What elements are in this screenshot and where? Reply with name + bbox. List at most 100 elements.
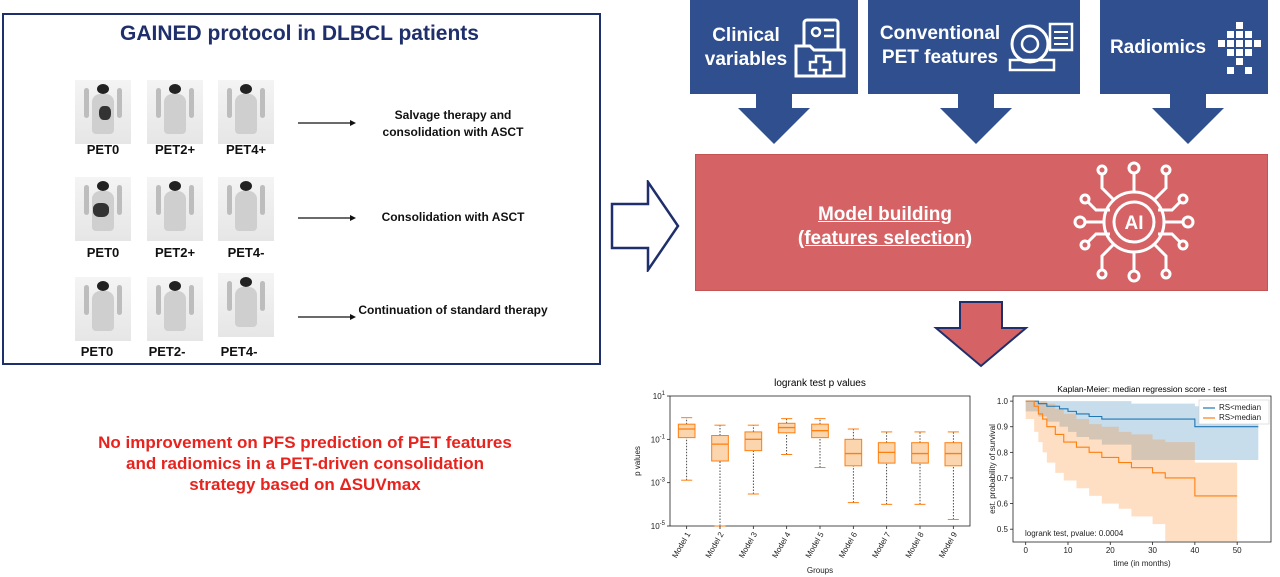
- x-tick-label: Model 4: [770, 530, 792, 560]
- x-tick-label: Model 1: [670, 530, 692, 560]
- radiomics-grid-cell: [1245, 49, 1252, 56]
- pet-label: PET0: [80, 344, 114, 359]
- legend-box: [1198, 399, 1270, 425]
- radiomics-grid-cell: [1218, 40, 1225, 47]
- y-tick-label: 10-1: [651, 434, 666, 444]
- pet-label: PET2+: [154, 142, 196, 157]
- down-arrow: [738, 94, 810, 144]
- radiomics-grid-icon: [1218, 22, 1261, 74]
- box-model-9: [944, 442, 963, 467]
- pet-label: PET4+: [225, 142, 267, 157]
- pet-label: PET0: [86, 245, 120, 260]
- y-tick-label: 0.8: [997, 448, 1009, 457]
- flow-right-arrow: [610, 180, 680, 272]
- radiomics-grid-cell: [1254, 40, 1261, 47]
- survival-curve-above-median: [1025, 400, 1238, 497]
- y-tick-label: 10-3: [651, 478, 666, 488]
- pet-label: PET2-: [148, 344, 186, 359]
- model-line1: Model building: [817, 204, 953, 225]
- pet-label: PET4-: [227, 245, 265, 260]
- radiomics-grid-cell: [1227, 31, 1234, 38]
- radiomics-grid-cell: [1236, 40, 1243, 47]
- radiomics-grid-cell: [1245, 67, 1252, 74]
- y-tick-label: 0.7: [997, 474, 1009, 483]
- box-model-3: [744, 431, 763, 452]
- x-tick-label: 50: [1233, 546, 1242, 555]
- pet-scan-image: [147, 277, 203, 341]
- down-arrow-to-results: [933, 301, 1029, 368]
- radiomics-grid-cell: [1227, 40, 1234, 47]
- x-axis-label: time (in months): [1113, 559, 1171, 568]
- box-model-1: [677, 423, 696, 439]
- ai-chip-icon: AI: [1073, 161, 1195, 283]
- x-tick-label: Model 9: [937, 530, 959, 560]
- x-axis-label: Groups: [807, 566, 833, 575]
- ci-band-above-median: [1025, 401, 1238, 542]
- radiomics-grid-cell: [1236, 31, 1243, 38]
- clinical-label-line1: Clinical: [712, 25, 780, 46]
- pet-label: PET2+: [154, 245, 196, 260]
- radiomics-grid-cell: [1227, 67, 1234, 74]
- chart-title: Kaplan-Meier: median regression score - …: [1057, 384, 1227, 394]
- kaplan-meier-chart: Kaplan-Meier: median regression score - …: [988, 384, 1272, 568]
- clinical-variables-box: Clinical variables: [690, 0, 858, 94]
- x-tick-label: 40: [1190, 546, 1199, 555]
- radiomics-grid-cell: [1245, 31, 1252, 38]
- box-model-6: [844, 438, 863, 467]
- legend-label: RS<median: [1219, 403, 1261, 412]
- model-building-label: Model building (features selection): [760, 203, 1010, 251]
- x-tick-label: 0: [1023, 546, 1028, 555]
- down-arrow: [1152, 94, 1224, 144]
- y-tick-label: 0.9: [997, 423, 1009, 432]
- protocol-title: GAINED protocol in DLBCL patients: [120, 22, 479, 45]
- radiomics-label: Radiomics: [1109, 37, 1207, 58]
- ai-icon-text: AI: [1125, 213, 1144, 234]
- radiomics-grid-cell: [1236, 49, 1243, 56]
- km-annotation: logrank test, pvalue: 0.0004: [1025, 529, 1124, 538]
- clinical-label-line2: variables: [704, 49, 788, 70]
- pet-scan-image: [218, 80, 274, 144]
- pet-scan-image: [75, 80, 131, 144]
- pet-scan-image: [147, 80, 203, 144]
- x-tick-label: Model 2: [704, 530, 726, 560]
- legend-label: RS>median: [1219, 413, 1261, 422]
- outcome-text: Consolidation with ASCT: [381, 210, 525, 224]
- y-tick-label: 0.6: [997, 500, 1009, 509]
- pet-label: PET4-: [220, 344, 258, 359]
- y-tick-label: 0.5: [997, 525, 1009, 534]
- pet-scan-image: [218, 273, 274, 337]
- x-tick-label: Model 3: [737, 530, 759, 560]
- x-tick-label: 10: [1064, 546, 1073, 555]
- conventional-label-line1: Conventional: [879, 23, 1001, 44]
- pet-scan-image: [147, 177, 203, 241]
- box-model-2: [711, 435, 729, 462]
- logrank-boxplot-chart: logrank test p values 101 10-1 10-3 10-5 p va…: [633, 378, 971, 575]
- row3-arrow: [298, 314, 356, 320]
- chart-title: logrank test p values: [774, 378, 866, 389]
- radiomics-grid-cell: [1245, 40, 1252, 47]
- y-tick-label: 101: [653, 391, 666, 401]
- y-tick-label: 10-5: [651, 521, 666, 531]
- down-arrow: [940, 94, 1012, 144]
- radiomics-grid-cell: [1236, 58, 1243, 65]
- outcome-text: Continuation of standard therapy: [358, 303, 548, 317]
- x-tick-label: Model 6: [837, 530, 859, 560]
- row1-arrow: [298, 120, 356, 126]
- outcome-text: Salvage therapy and consolidation with A…: [382, 108, 524, 139]
- x-tick-label: 30: [1148, 546, 1157, 555]
- pet-scan-image: [75, 177, 131, 241]
- pet-label: PET0: [86, 142, 120, 157]
- x-tick-label: Model 5: [804, 530, 826, 560]
- y-axis-label: p values: [633, 446, 642, 476]
- y-tick-label: 1.0: [997, 397, 1009, 406]
- model-line2: (features selection): [797, 228, 973, 249]
- box-model-8: [911, 442, 929, 464]
- x-tick-label: 20: [1106, 546, 1115, 555]
- pet-scanner-icon: [1008, 22, 1074, 72]
- clinical-folder-icon: [794, 18, 846, 78]
- y-axis-label: est. probability of survival: [988, 424, 997, 514]
- radiomics-grid-cell: [1236, 22, 1243, 29]
- conclusion-text: No improvement on PFS prediction of PET …: [98, 433, 512, 494]
- conventional-label-line2: PET features: [881, 47, 999, 68]
- pet-scan-image: [75, 277, 131, 341]
